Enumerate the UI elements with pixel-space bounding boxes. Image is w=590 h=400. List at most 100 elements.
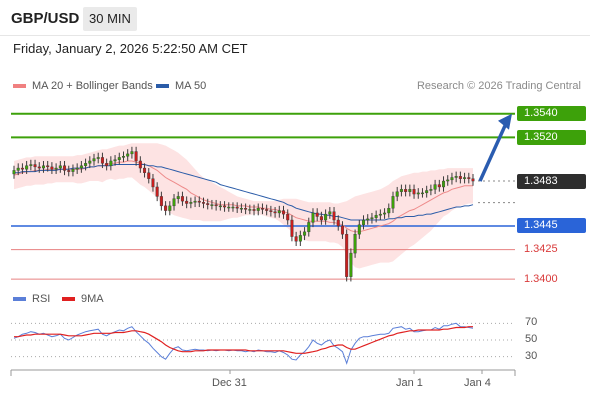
candle-body	[399, 189, 403, 192]
candle-body	[63, 165, 67, 171]
candle-body	[147, 172, 151, 179]
candle-body	[134, 151, 138, 162]
candle-body	[416, 192, 420, 195]
candle-body	[336, 219, 340, 227]
candle-body	[113, 159, 117, 162]
candle-body	[260, 208, 264, 210]
candle-body	[37, 166, 41, 169]
candle-body	[155, 186, 159, 197]
candle-body	[227, 206, 231, 209]
candle-body	[185, 200, 189, 204]
candle-body	[92, 158, 96, 162]
candle-body	[374, 215, 378, 218]
candle-body	[458, 176, 462, 179]
candle-body	[332, 211, 336, 221]
candle-body	[391, 196, 395, 209]
candle-body	[84, 163, 88, 166]
candle-body	[366, 218, 370, 221]
level-label-1.3520: 1.3520	[517, 129, 586, 145]
candle-body	[442, 180, 446, 188]
candle-body	[33, 164, 37, 168]
candle-body	[324, 213, 328, 221]
candle-body	[25, 165, 29, 170]
legend-swatch-ma50	[156, 84, 169, 88]
candle-body	[307, 222, 311, 233]
candle-body	[408, 189, 412, 192]
candle-body	[50, 166, 54, 170]
rsi-series-9MA	[14, 326, 473, 354]
candle-body	[311, 212, 315, 223]
candle-body	[433, 184, 437, 190]
candle-body	[138, 160, 142, 169]
candle-body	[168, 205, 172, 211]
candle-body	[79, 165, 83, 169]
candle-body	[319, 216, 323, 221]
candle-body	[151, 178, 155, 188]
candle-body	[20, 167, 24, 170]
candle-body	[378, 213, 382, 216]
candle-body	[315, 212, 319, 217]
legend-item-ma50: MA 50	[156, 80, 206, 92]
candle-body	[143, 167, 147, 173]
candle-body	[256, 208, 260, 211]
candle-body	[109, 160, 113, 166]
rsi-tick-30: 30	[525, 349, 538, 362]
candle-body	[54, 167, 58, 170]
candle-body	[88, 160, 92, 164]
candle-body	[218, 205, 222, 208]
candle-body	[252, 209, 256, 211]
legend-label-9ma: 9MA	[81, 293, 104, 305]
candle-body	[273, 211, 277, 214]
candle-body	[345, 234, 349, 277]
candle-body	[130, 151, 134, 155]
candle-body	[244, 208, 248, 210]
candle-body	[75, 167, 79, 170]
x-tick-label: Dec 31	[212, 377, 247, 389]
candle-body	[463, 177, 467, 179]
legend-item-bollinger: MA 20 + Bollinger Bands	[13, 80, 153, 92]
candle-body	[12, 170, 16, 175]
candle-body	[189, 202, 193, 204]
candle-body	[265, 209, 269, 211]
legend-item-rsi: RSI	[13, 293, 50, 305]
candle-body	[206, 203, 210, 205]
candle-body	[429, 189, 433, 191]
candle-body	[239, 208, 243, 210]
rsi-series-RSI	[13, 322, 474, 365]
candle-body	[159, 196, 163, 207]
candle-body	[450, 177, 454, 181]
candle-body	[420, 192, 424, 195]
timeframe-button[interactable]: 30 MIN	[83, 7, 137, 31]
candle-body	[294, 236, 298, 242]
candle-body	[180, 196, 184, 202]
level-label-1.3540: 1.3540	[517, 106, 586, 122]
legend-swatch-bollinger	[13, 84, 26, 88]
candle-body	[126, 153, 130, 157]
candle-body	[164, 205, 168, 211]
candle-body	[471, 178, 475, 182]
legend-label-ma50: MA 50	[175, 80, 207, 92]
candle-body	[357, 224, 361, 235]
rsi-tick-50: 50	[525, 333, 538, 345]
ma50-line	[14, 164, 474, 221]
candle-body	[446, 179, 450, 182]
candle-body	[404, 189, 408, 192]
level-label-1.3483: 1.3483	[517, 173, 586, 189]
candle-body	[71, 169, 75, 172]
candle-body	[370, 217, 374, 220]
candle-body	[210, 204, 214, 206]
candle-body	[100, 157, 104, 164]
level-label-1.3400: 1.3400	[524, 272, 558, 285]
credit-text: Research © 2026 Trading Central	[416, 80, 581, 92]
candle-body	[362, 219, 366, 225]
candle-body	[340, 225, 344, 235]
candle-body	[201, 202, 205, 204]
top-bar: GBP/USD 30 MIN	[0, 0, 590, 36]
legend-item-9ma: 9MA	[62, 293, 104, 305]
candle-body	[193, 200, 197, 203]
forecast-arrow-shaft	[478, 124, 507, 182]
rsi-tick-70: 70	[525, 316, 538, 329]
candle-body	[235, 206, 239, 209]
candle-body	[277, 210, 281, 214]
